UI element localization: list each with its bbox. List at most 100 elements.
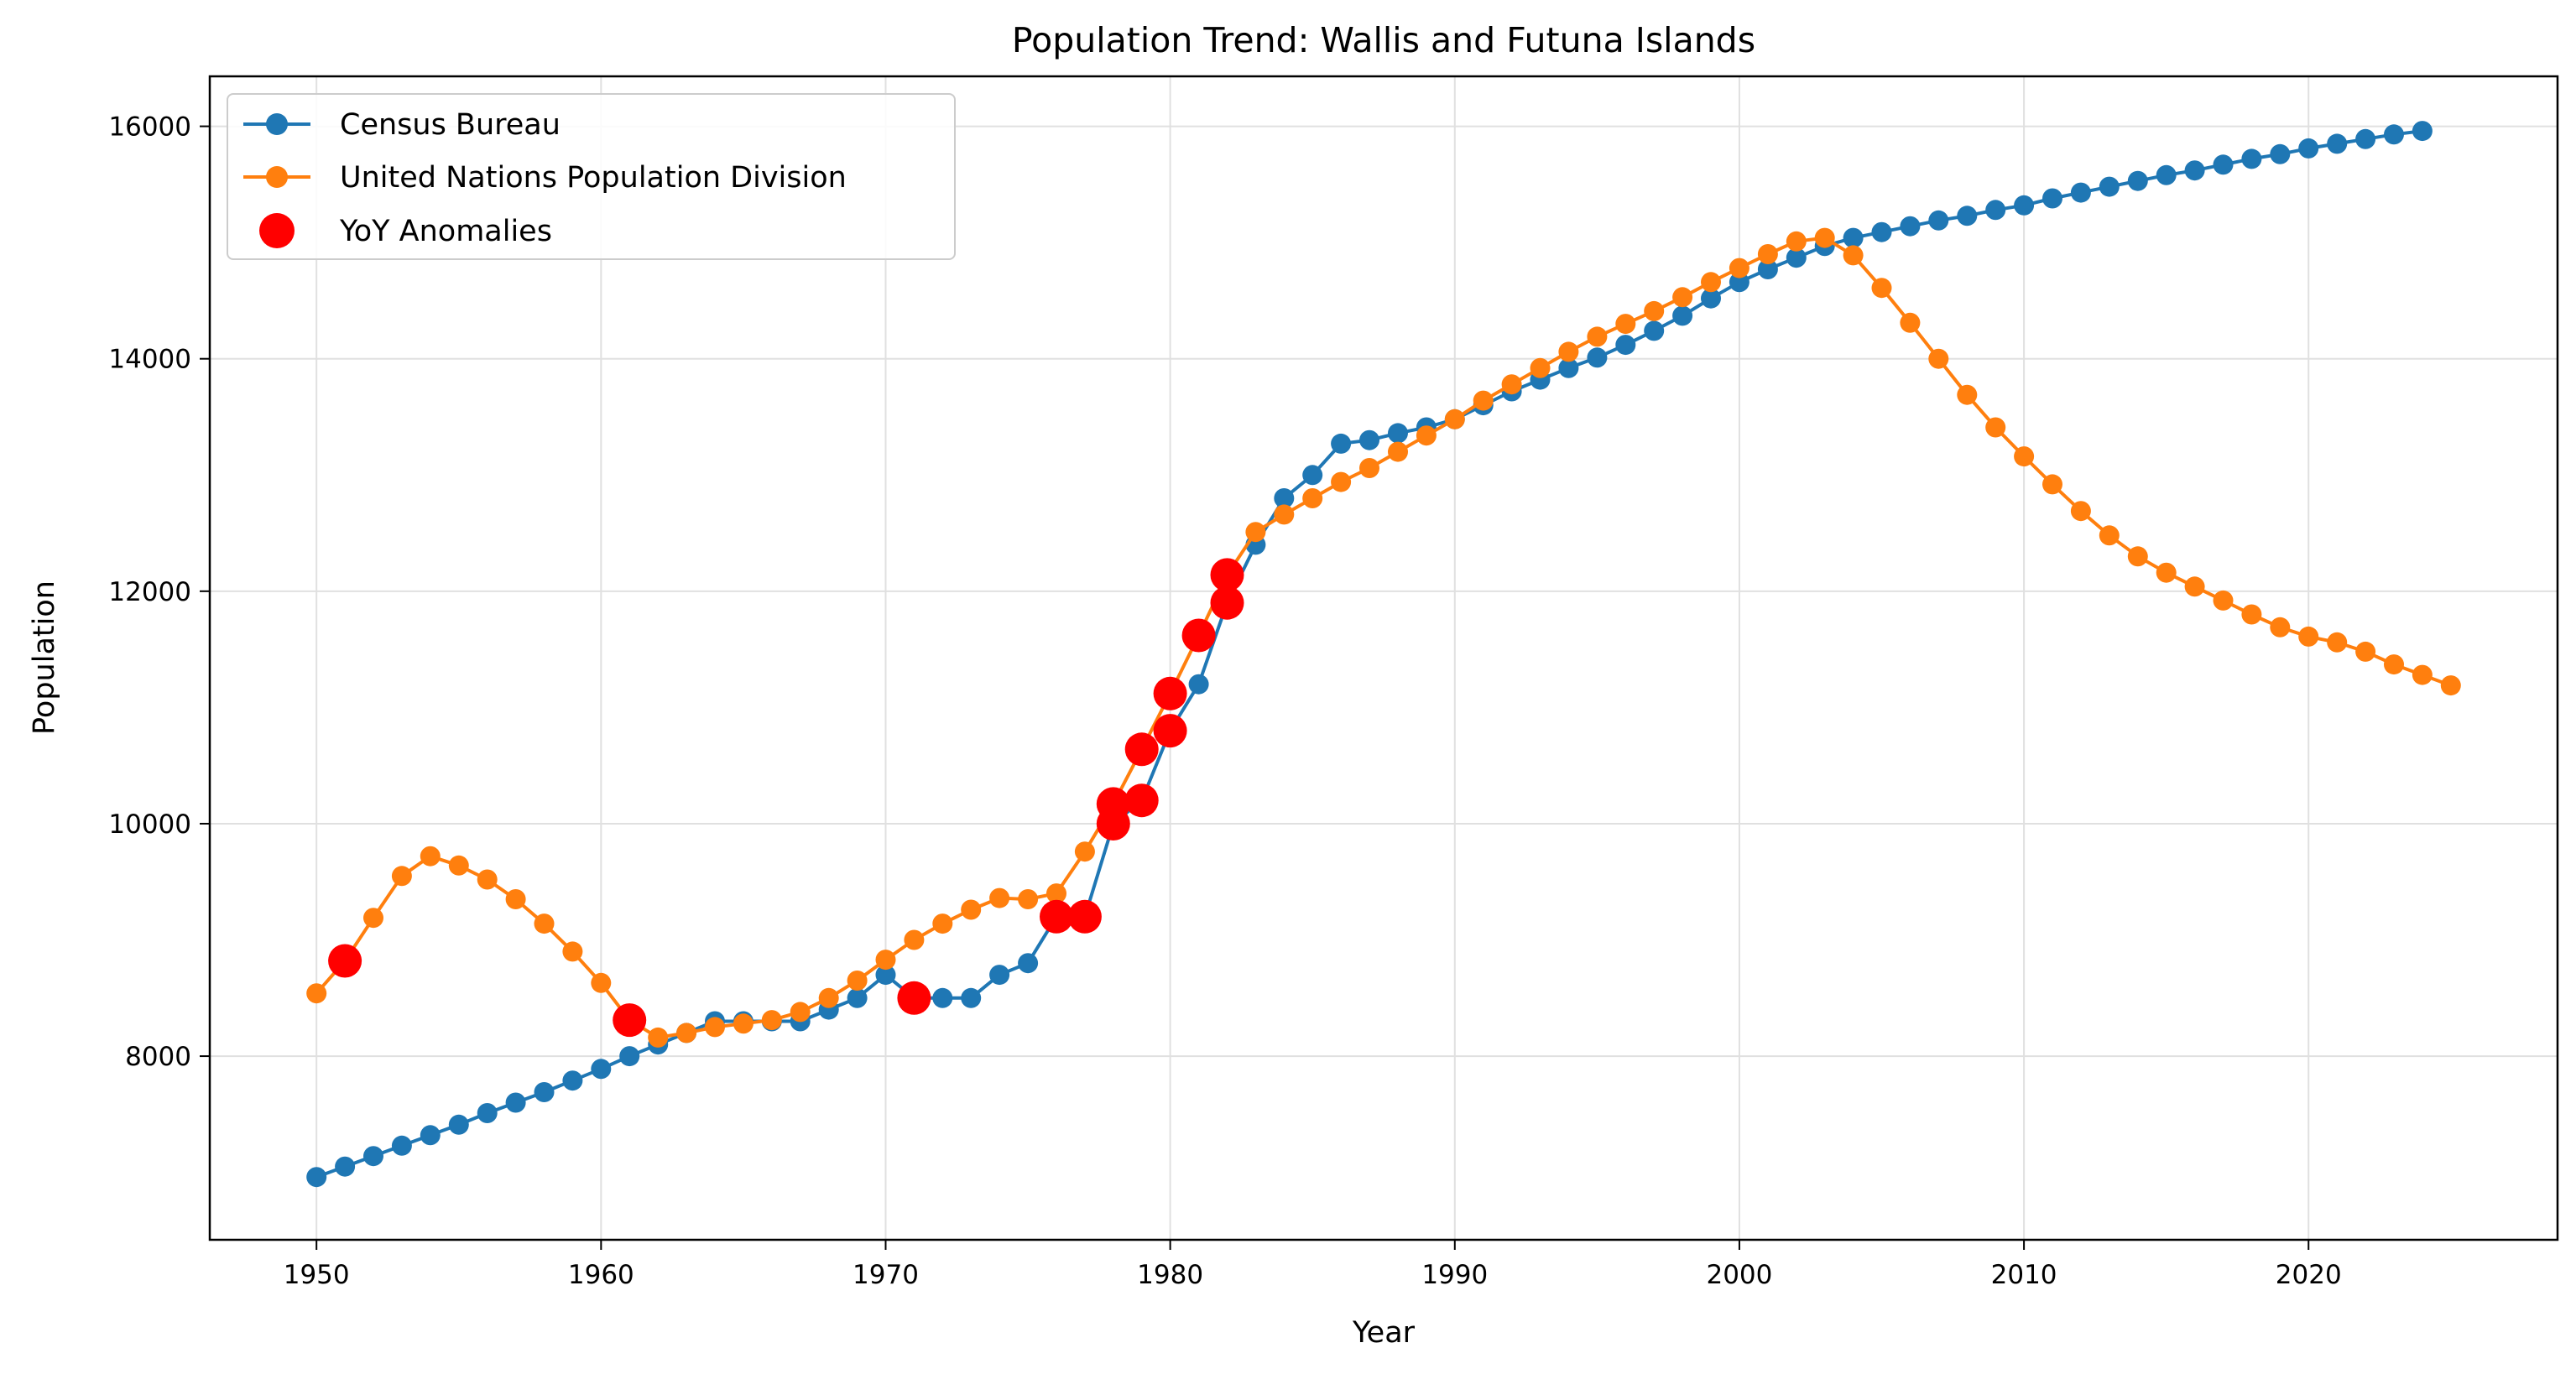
data-point-united-nations-population-division	[2412, 664, 2433, 685]
data-point-united-nations-population-division	[1444, 409, 1465, 429]
data-point-census-bureau	[1302, 465, 1323, 486]
data-point-yoy-anomalies	[1153, 714, 1187, 748]
data-point-united-nations-population-division	[591, 972, 612, 993]
data-point-united-nations-population-division	[1331, 471, 1352, 492]
data-point-census-bureau	[1558, 357, 1579, 378]
data-point-census-bureau	[2298, 138, 2319, 159]
data-point-united-nations-population-division	[505, 889, 526, 909]
data-point-united-nations-population-division	[2384, 654, 2404, 675]
data-point-yoy-anomalies	[1181, 618, 1216, 653]
data-point-census-bureau	[2156, 164, 2177, 185]
data-point-census-bureau	[1587, 347, 1608, 368]
data-point-united-nations-population-division	[391, 866, 412, 887]
data-point-census-bureau	[505, 1092, 526, 1113]
data-point-census-bureau	[335, 1156, 356, 1177]
data-point-united-nations-population-division	[1757, 244, 1778, 264]
data-point-census-bureau	[2042, 188, 2062, 209]
grid-lines	[210, 76, 2558, 1240]
data-point-united-nations-population-division	[477, 869, 498, 890]
data-point-united-nations-population-division	[2241, 604, 2262, 625]
data-point-united-nations-population-division	[2440, 675, 2461, 696]
data-point-united-nations-population-division	[676, 1023, 697, 1044]
x-tick-label: 1950	[284, 1260, 350, 1290]
data-point-united-nations-population-division	[2270, 617, 2291, 638]
data-point-census-bureau	[2099, 176, 2120, 197]
x-tick-label: 1990	[1421, 1260, 1488, 1290]
data-point-united-nations-population-division	[562, 941, 583, 962]
data-point-united-nations-population-division	[1473, 390, 1494, 411]
data-point-census-bureau	[2384, 124, 2404, 145]
data-point-yoy-anomalies	[1040, 899, 1073, 934]
data-point-census-bureau	[2070, 182, 2091, 203]
data-point-census-bureau	[1331, 433, 1352, 454]
legend-label-census: Census Bureau	[340, 108, 561, 142]
data-point-united-nations-population-division	[1018, 889, 1039, 909]
data-point-united-nations-population-division	[2099, 525, 2120, 546]
data-point-united-nations-population-division	[420, 846, 441, 867]
data-point-united-nations-population-division	[1786, 231, 1807, 252]
legend-label-anomalies: YoY Anomalies	[339, 215, 552, 248]
data-point-census-bureau	[1900, 216, 1921, 237]
data-point-united-nations-population-division	[1615, 314, 1636, 335]
plot-area-frame	[208, 75, 2559, 1241]
data-point-census-bureau	[363, 1146, 383, 1167]
data-point-united-nations-population-division	[306, 983, 327, 1004]
data-point-united-nations-population-division	[989, 887, 1010, 908]
data-point-census-bureau	[477, 1103, 498, 1123]
data-point-census-bureau	[875, 965, 896, 986]
chart-title: Population Trend: Wallis and Futuna Isla…	[1012, 20, 1755, 60]
data-point-united-nations-population-division	[2355, 641, 2376, 662]
x-tick-label: 1970	[853, 1260, 919, 1290]
data-point-united-nations-population-division	[761, 1010, 782, 1031]
data-point-census-bureau	[2014, 195, 2035, 216]
data-point-united-nations-population-division	[875, 950, 896, 971]
legend-anomaly-marker	[259, 213, 295, 248]
data-point-census-bureau	[1018, 953, 1039, 974]
data-point-united-nations-population-division	[1672, 287, 1693, 308]
data-point-united-nations-population-division	[2298, 626, 2319, 647]
data-point-yoy-anomalies	[613, 1003, 647, 1038]
y-tick-label: 16000	[108, 112, 191, 143]
data-point-census-bureau	[1957, 206, 1978, 226]
data-point-census-bureau	[2412, 121, 2433, 142]
data-point-united-nations-population-division	[1274, 504, 1295, 525]
data-point-united-nations-population-division	[818, 987, 839, 1008]
x-tick-label: 2020	[2276, 1260, 2342, 1290]
data-point-census-bureau	[391, 1135, 412, 1156]
data-point-yoy-anomalies	[1210, 586, 1244, 620]
data-point-united-nations-population-division	[790, 1002, 811, 1023]
data-point-census-bureau	[1729, 272, 1749, 293]
data-point-united-nations-population-division	[2014, 446, 2035, 467]
legend: Census Bureau United Nations Population …	[227, 93, 956, 260]
data-point-united-nations-population-division	[1558, 341, 1579, 362]
data-point-united-nations-population-division	[961, 899, 982, 920]
data-point-united-nations-population-division	[1814, 227, 1835, 248]
data-point-yoy-anomalies	[1153, 676, 1187, 710]
data-point-united-nations-population-division	[932, 913, 953, 934]
legend-census-marker	[266, 113, 288, 135]
legend-label-un: United Nations Population Division	[340, 161, 847, 195]
data-point-census-bureau	[2127, 170, 2148, 191]
data-point-united-nations-population-division	[534, 913, 555, 934]
data-point-census-bureau	[306, 1167, 327, 1188]
data-point-united-nations-population-division	[2127, 546, 2148, 567]
data-point-united-nations-population-division	[363, 908, 383, 929]
data-point-census-bureau	[1786, 247, 1807, 268]
data-point-census-bureau	[1615, 335, 1636, 356]
data-point-united-nations-population-division	[1302, 488, 1323, 508]
data-point-united-nations-population-division	[1843, 245, 1864, 266]
x-tick-label: 1980	[1137, 1260, 1203, 1290]
data-point-yoy-anomalies	[1067, 899, 1102, 934]
y-tick-label: 14000	[108, 345, 191, 375]
data-point-census-bureau	[619, 1046, 640, 1067]
y-tick-label: 10000	[108, 809, 191, 840]
data-point-united-nations-population-division	[2184, 576, 2205, 597]
data-point-united-nations-population-division	[904, 929, 925, 950]
data-point-census-bureau	[591, 1059, 612, 1080]
data-point-census-bureau	[2184, 160, 2205, 181]
data-point-census-bureau	[2355, 128, 2376, 149]
data-point-census-bureau	[1701, 288, 1721, 309]
data-point-united-nations-population-division	[1530, 357, 1551, 378]
axis-ticks: 1950 1960 1970 1980 1990 2000 2010 2020 8000 1000…	[108, 112, 2341, 1290]
